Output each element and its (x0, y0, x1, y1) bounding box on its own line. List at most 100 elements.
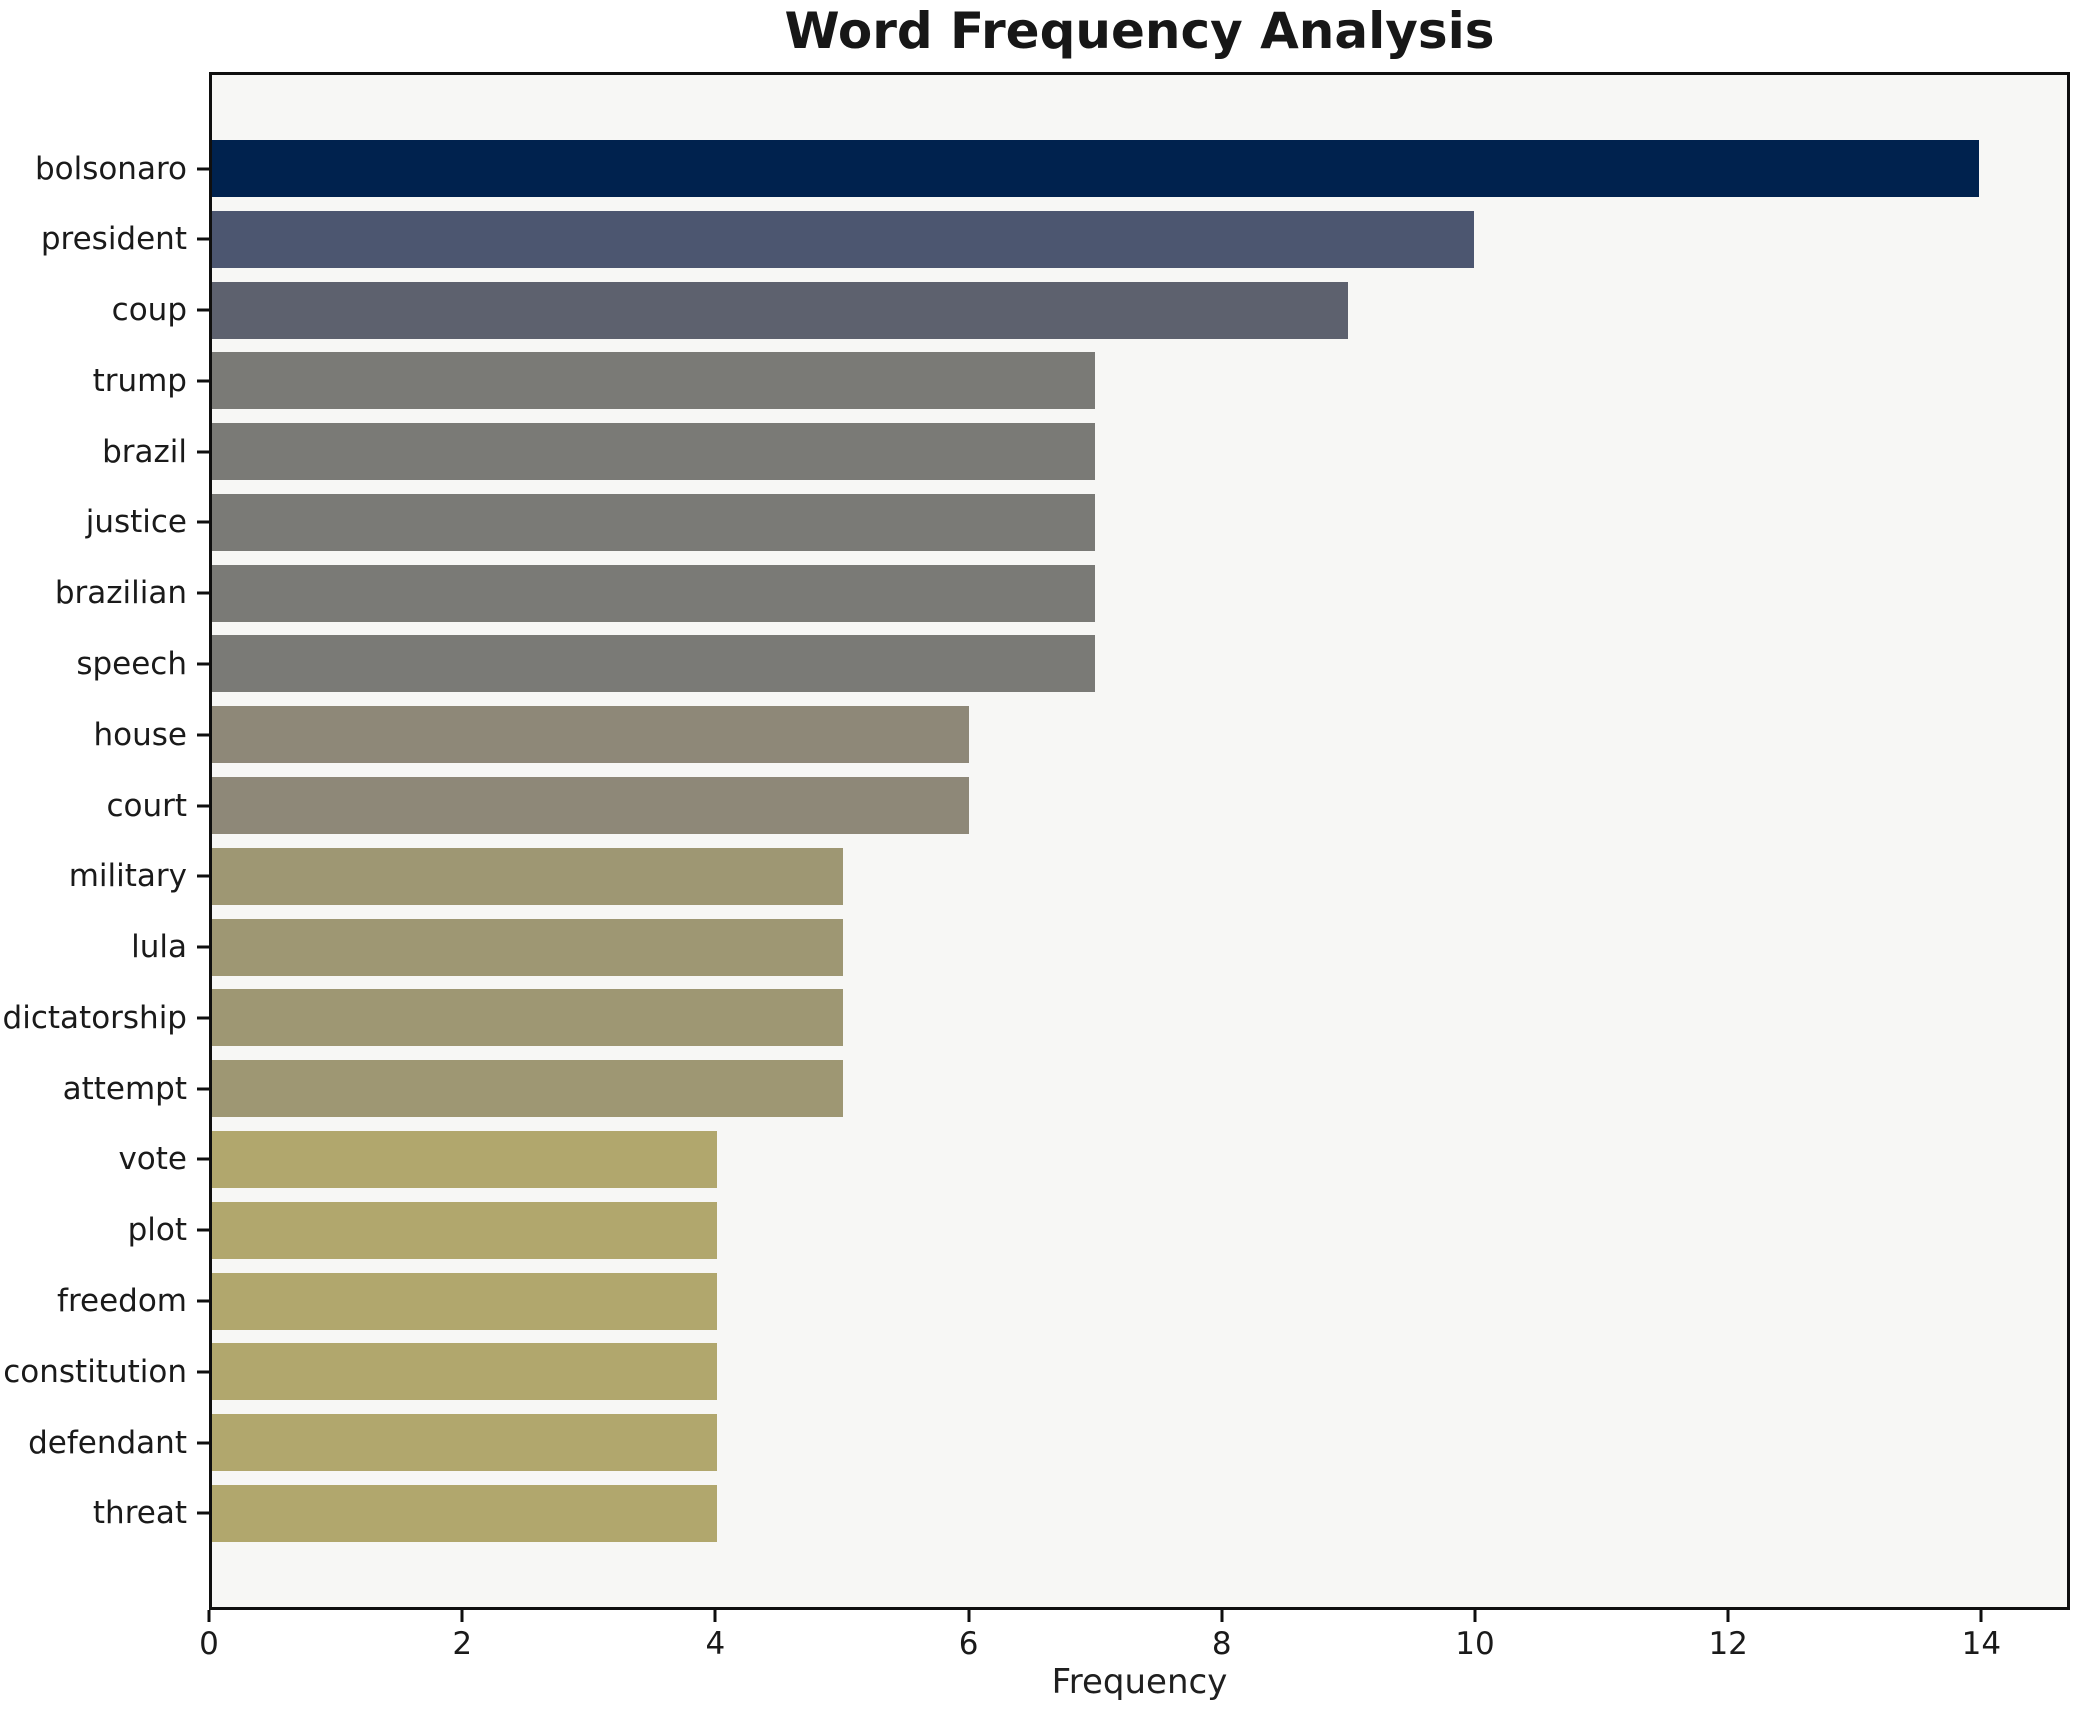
bar-row: dictatorship (3, 989, 2067, 1047)
bar (212, 989, 843, 1047)
y-tick (197, 167, 209, 170)
bar (212, 564, 1096, 622)
category-label: defendant (28, 1424, 187, 1461)
bar (212, 352, 1096, 410)
category-label: trump (92, 362, 187, 399)
bar (212, 1060, 843, 1118)
category-label: plot (127, 1212, 187, 1249)
bar (212, 706, 970, 764)
x-tick (1473, 1610, 1477, 1622)
category-label: lula (131, 929, 187, 966)
bar-row: speech (76, 635, 2067, 693)
bar (212, 777, 970, 835)
category-label: brazil (102, 433, 187, 470)
bar-row: attempt (63, 1060, 2067, 1118)
x-tick-label: 8 (1211, 1626, 1232, 1662)
y-tick (197, 1228, 209, 1232)
category-label: speech (76, 645, 187, 682)
y-tick (197, 945, 209, 949)
category-label: constitution (3, 1353, 187, 1390)
bar-row: president (41, 210, 2067, 268)
y-tick (197, 662, 209, 666)
y-tick (197, 804, 209, 808)
bar-row: constitution (3, 1343, 2067, 1401)
category-label: attempt (62, 1070, 187, 1107)
x-tick (1726, 1610, 1730, 1622)
x-tick (967, 1610, 971, 1622)
y-tick (197, 1441, 209, 1445)
y-tick (197, 1299, 209, 1303)
y-tick (197, 874, 209, 878)
bar-row: vote (118, 1130, 2067, 1188)
bar (212, 635, 1096, 693)
x-tick-label: 10 (1455, 1626, 1495, 1662)
category-label: president (40, 221, 187, 258)
x-tick (460, 1610, 464, 1622)
y-tick (197, 308, 209, 312)
category-label: vote (118, 1141, 187, 1178)
bar (212, 918, 843, 976)
bar (212, 1130, 717, 1188)
bar-row: freedom (57, 1272, 2067, 1330)
bar (212, 140, 1979, 197)
bar (212, 281, 1348, 339)
y-tick (197, 520, 209, 524)
x-tick (713, 1610, 717, 1622)
bar-row: brazilian (55, 564, 2067, 622)
category-label: threat (92, 1495, 187, 1532)
bar-row: threat (93, 1484, 2067, 1542)
bar-row: plot (128, 1201, 2067, 1259)
category-label: court (106, 787, 187, 824)
y-tick (197, 1370, 209, 1374)
y-tick (197, 379, 209, 383)
category-label: military (68, 858, 187, 895)
category-label: coup (111, 292, 187, 329)
bar (212, 1272, 717, 1330)
bar (212, 1484, 717, 1542)
bar-row: coup (112, 281, 2067, 339)
bar (212, 847, 843, 905)
category-label: dictatorship (2, 999, 187, 1036)
bar-row: trump (93, 352, 2067, 410)
y-tick (197, 733, 209, 737)
bar (212, 1343, 717, 1401)
category-label: bolsonaro (34, 150, 187, 187)
y-tick (197, 591, 209, 595)
x-tick (1979, 1610, 1983, 1622)
x-axis: 0 2 4 6 8 10 12 14 (199, 1610, 2070, 1670)
bar (212, 1414, 717, 1472)
y-tick (197, 1087, 209, 1091)
plot-area: bolsonaro president coup trump brazil justice… (3, 72, 2070, 1610)
x-tick-label: 4 (705, 1626, 726, 1662)
y-tick (197, 1157, 209, 1161)
x-tick-label: 6 (958, 1626, 979, 1662)
bar-row: brazil (102, 423, 2067, 481)
x-axis-label: Frequency (1051, 1662, 1228, 1702)
bar (212, 210, 1474, 268)
x-tick-label: 14 (1961, 1626, 2002, 1662)
x-tick (1220, 1610, 1224, 1622)
category-label: brazilian (54, 575, 187, 612)
y-tick (197, 237, 209, 241)
chart-title: Word Frequency Analysis (784, 2, 1495, 60)
bar-row: military (69, 847, 2067, 905)
bar-row: court (106, 777, 2067, 835)
x-tick-label: 12 (1708, 1626, 1748, 1662)
bar (212, 493, 1096, 551)
bar-row: lula (131, 918, 2067, 976)
x-tick (207, 1610, 211, 1622)
bar-row: justice (86, 493, 2067, 551)
bar-row: defendant (28, 1414, 2067, 1472)
y-tick (197, 1016, 209, 1020)
bars-container: bolsonaro president coup trump brazil justice… (3, 140, 2067, 1542)
x-tick-label: 0 (199, 1626, 219, 1662)
category-label: justice (85, 504, 187, 541)
bar-row: house (94, 706, 2067, 764)
x-tick-label: 2 (452, 1626, 473, 1662)
bar-row: bolsonaro (35, 140, 2067, 197)
bar (212, 423, 1096, 481)
y-tick (197, 450, 209, 454)
category-label: house (93, 716, 187, 753)
category-label: freedom (57, 1283, 187, 1319)
